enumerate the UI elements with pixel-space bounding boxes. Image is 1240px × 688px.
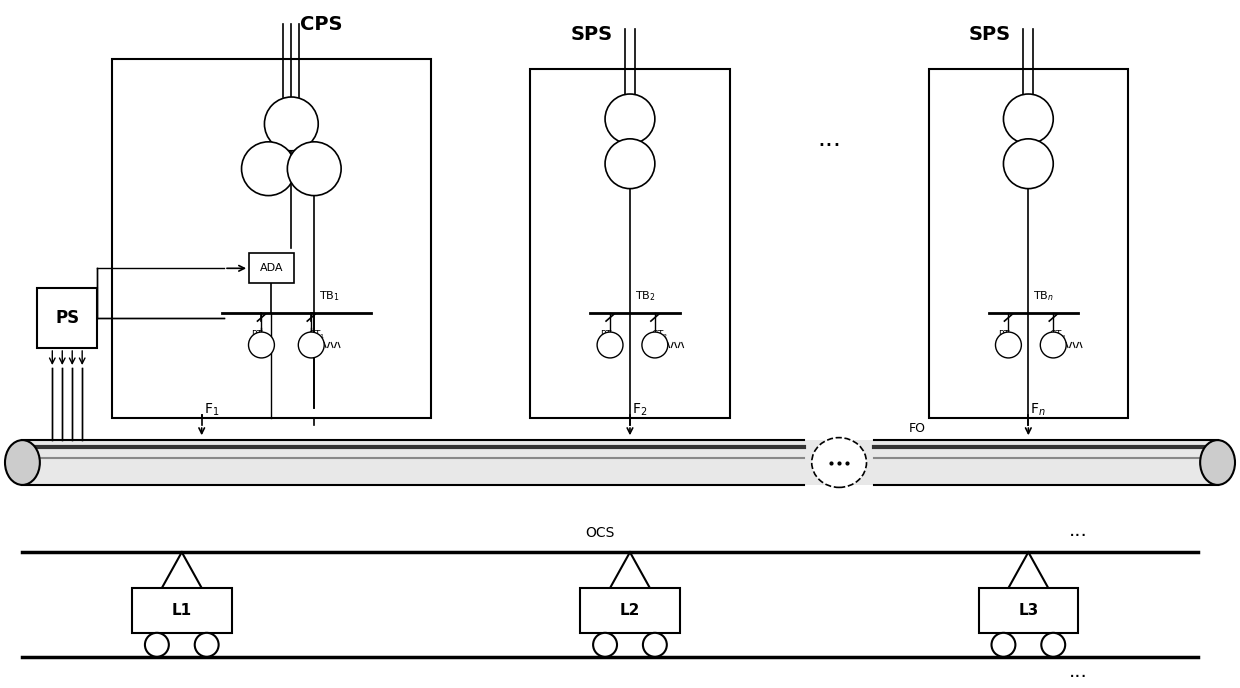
Text: ...: ... xyxy=(1069,522,1087,540)
Ellipse shape xyxy=(1200,440,1235,485)
Text: ...: ... xyxy=(1069,662,1087,680)
Circle shape xyxy=(605,139,655,189)
Text: FO: FO xyxy=(909,422,926,435)
Text: PT$_n$: PT$_n$ xyxy=(998,328,1014,341)
Text: OCS: OCS xyxy=(585,526,615,540)
Text: PT$_1$: PT$_1$ xyxy=(252,328,268,341)
Text: L2: L2 xyxy=(620,603,640,618)
Text: F$_1$: F$_1$ xyxy=(203,402,219,418)
Text: CT$_n$: CT$_n$ xyxy=(1049,328,1066,341)
Ellipse shape xyxy=(5,440,40,485)
Circle shape xyxy=(195,633,218,657)
Circle shape xyxy=(1040,332,1066,358)
Bar xyxy=(978,588,1078,633)
Circle shape xyxy=(1042,633,1065,657)
Circle shape xyxy=(299,332,324,358)
Circle shape xyxy=(242,142,295,195)
Bar xyxy=(22,440,1218,485)
Text: SPS: SPS xyxy=(570,25,613,44)
Text: CPS: CPS xyxy=(300,15,342,34)
Text: PT$_2$: PT$_2$ xyxy=(600,328,616,341)
Bar xyxy=(531,69,729,418)
Circle shape xyxy=(1003,139,1053,189)
Bar xyxy=(37,288,97,348)
Circle shape xyxy=(264,97,319,151)
Text: TB$_1$: TB$_1$ xyxy=(319,290,340,303)
Circle shape xyxy=(248,332,274,358)
Circle shape xyxy=(642,332,668,358)
Text: CT$_1$: CT$_1$ xyxy=(308,328,325,341)
Text: CT$_2$: CT$_2$ xyxy=(651,328,668,341)
Text: TB$_2$: TB$_2$ xyxy=(635,290,656,303)
Circle shape xyxy=(642,633,667,657)
Bar xyxy=(112,59,430,418)
Text: PS: PS xyxy=(55,309,79,327)
Text: L1: L1 xyxy=(171,603,192,618)
Bar xyxy=(249,253,294,283)
Bar xyxy=(929,69,1128,418)
Bar xyxy=(131,588,232,633)
Circle shape xyxy=(288,142,341,195)
Circle shape xyxy=(598,332,622,358)
Text: SPS: SPS xyxy=(968,25,1011,44)
Text: L3: L3 xyxy=(1018,603,1038,618)
Text: F$_2$: F$_2$ xyxy=(632,402,647,418)
Circle shape xyxy=(593,633,618,657)
Ellipse shape xyxy=(812,438,867,487)
Circle shape xyxy=(605,94,655,144)
Circle shape xyxy=(996,332,1022,358)
Circle shape xyxy=(1003,94,1053,144)
Text: ADA: ADA xyxy=(259,264,283,273)
Text: F$_n$: F$_n$ xyxy=(1030,402,1047,418)
Text: TB$_n$: TB$_n$ xyxy=(1033,290,1054,303)
Circle shape xyxy=(145,633,169,657)
Text: ...: ... xyxy=(817,127,841,151)
Bar xyxy=(580,588,680,633)
Circle shape xyxy=(992,633,1016,657)
